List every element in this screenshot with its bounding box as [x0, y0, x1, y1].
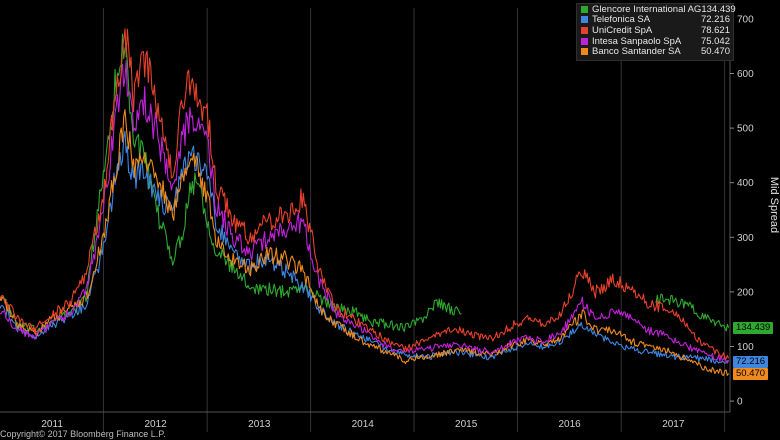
- y-axis: 0 100 200 300 400 500 600 700: [729, 8, 754, 412]
- legend-last-value: 75.042: [700, 35, 730, 47]
- legend-last-value: 50.470: [700, 46, 730, 58]
- end-value-tag: 50.470: [733, 367, 769, 380]
- series-line-telefonica-sa: [0, 130, 729, 365]
- legend-last-value: 72.216: [700, 14, 730, 26]
- legend-series-name: Intesa Sanpaolo SpA: [592, 35, 682, 47]
- series-line-unicredit-spa: [0, 28, 730, 360]
- series-line-glencore-international-ag-segment: [655, 293, 730, 332]
- series-line-glencore-international-ag: [0, 33, 462, 334]
- y-tick-label: 100: [737, 342, 754, 353]
- legend-swatch: [581, 26, 588, 34]
- x-tick-label: 2016: [558, 419, 581, 430]
- legend-swatch: [581, 37, 588, 45]
- y-tick-label: 400: [737, 178, 754, 189]
- legend-series-name: Telefonica SA: [592, 14, 651, 26]
- y-tick-label: 600: [737, 69, 754, 80]
- end-value-tag: 72.216: [733, 355, 769, 368]
- end-value-tag: 134.439: [733, 321, 774, 334]
- y-tick-label: 0: [737, 397, 743, 408]
- legend-swatch: [581, 16, 588, 24]
- x-tick-label: 2011: [41, 419, 63, 430]
- x-tick-label: 2012: [144, 419, 167, 430]
- x-tick-label: 2015: [455, 419, 478, 430]
- legend-item: Glencore International AG 134.439: [577, 3, 736, 15]
- y-tick-label: 300: [737, 233, 754, 244]
- legend-series-name: Glencore International AG: [592, 3, 702, 15]
- x-tick-label: 2013: [248, 419, 271, 430]
- legend-last-value: 134.439: [701, 3, 736, 15]
- legend-item: Intesa Sanpaolo SpA 75.042: [577, 36, 733, 47]
- y-tick-label: 200: [737, 287, 754, 298]
- x-axis: 2011 2012 2013 2014 2015 2016 2017: [41, 419, 684, 430]
- legend-item: Telefonica SA 72.216: [577, 14, 733, 26]
- y-axis-label: Mid Spread: [768, 177, 780, 233]
- legend-item: Banco Santander SA 50.470: [577, 46, 733, 57]
- y-tick-label: 700: [737, 14, 754, 25]
- legend-last-value: 78.621: [700, 24, 730, 36]
- series-lines: [0, 28, 730, 376]
- copyright-footer: Copyright© 2017 Bloomberg Finance L.P.: [0, 429, 166, 439]
- legend-swatch: [581, 5, 588, 13]
- legend-swatch: [581, 48, 588, 56]
- x-tick-label: 2017: [662, 419, 685, 430]
- y-tick-label: 500: [737, 124, 754, 135]
- legend-item: UniCredit SpA 78.621: [577, 25, 733, 36]
- year-dividers: [0, 8, 730, 432]
- legend-series-name: UniCredit SpA: [592, 24, 653, 36]
- series-line-banco-santander-sa: [0, 109, 730, 376]
- x-tick-label: 2014: [352, 419, 375, 430]
- legend-series-name: Banco Santander SA: [592, 46, 681, 58]
- legend: Glencore International AG 134.439 Telefoni…: [576, 3, 736, 61]
